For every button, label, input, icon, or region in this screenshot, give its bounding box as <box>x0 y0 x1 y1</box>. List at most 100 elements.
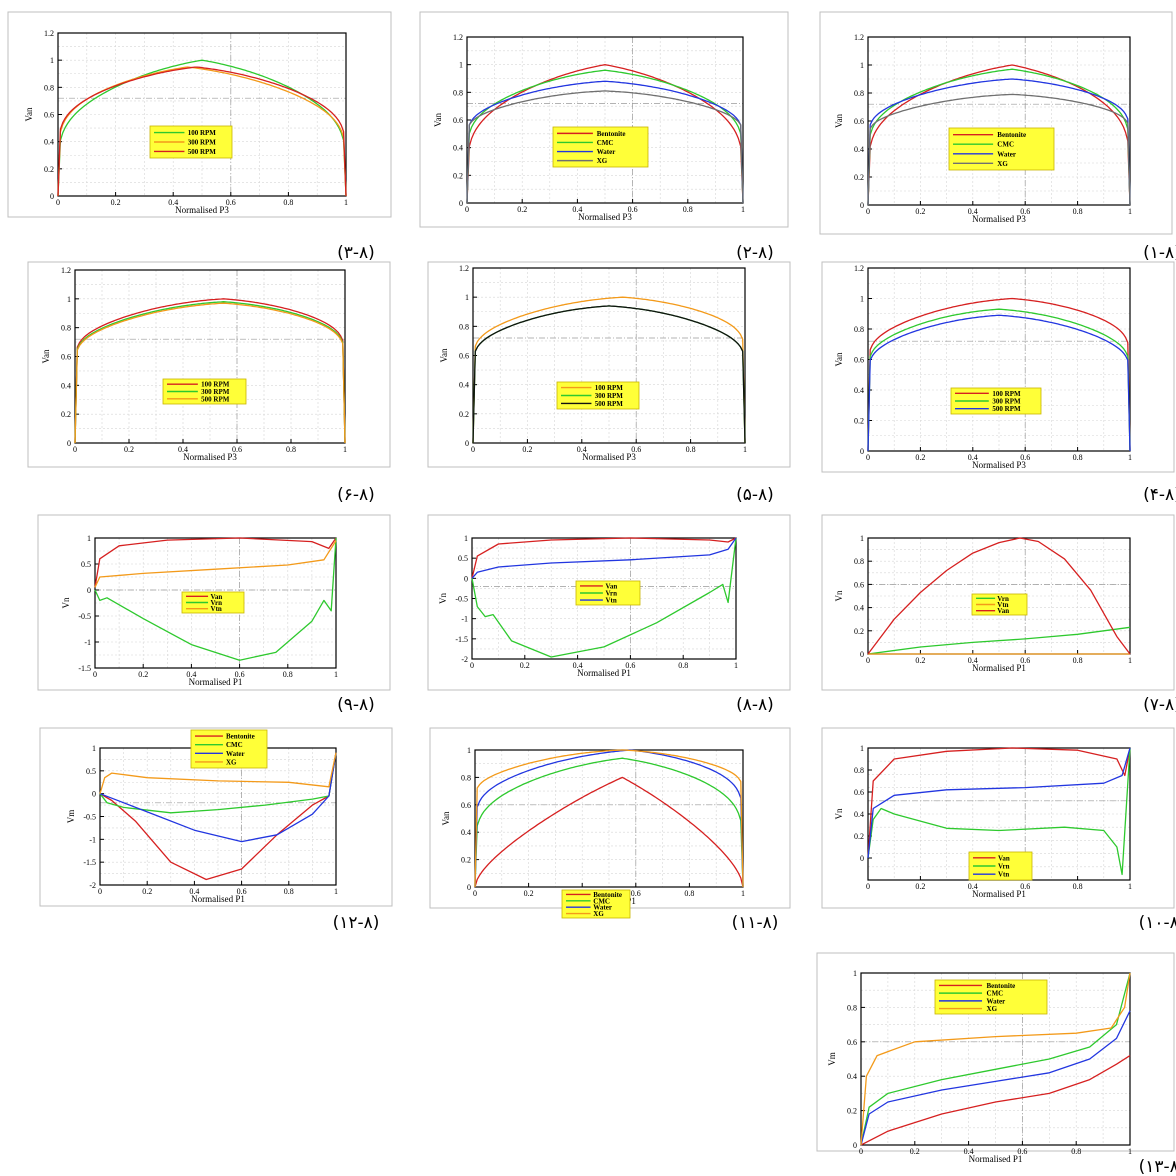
x-tick-label: 0.4 <box>186 670 196 679</box>
y-tick-label: 0.4 <box>854 604 864 613</box>
series-line-cmc <box>99 752 337 814</box>
y-tick-label: 1 <box>853 969 857 978</box>
y-tick-label: 1 <box>464 534 468 543</box>
y-tick-label: 1 <box>465 293 469 302</box>
y-axis-label: Van <box>441 811 451 825</box>
x-tick-label: 0.4 <box>168 198 178 207</box>
legend-label: 500 RPM <box>595 400 624 408</box>
series-line-xg <box>860 972 1131 1146</box>
legend-label: Bentonite <box>593 891 622 899</box>
x-tick-label: 0.2 <box>138 670 148 679</box>
x-tick-label: 0.2 <box>915 656 925 665</box>
figure-caption: (۱۰-۸) <box>1139 913 1176 933</box>
y-tick-label: 0 <box>464 574 468 583</box>
series-line-vrn <box>471 537 737 658</box>
legend-label: CMC <box>987 990 1004 998</box>
series-line-vtn <box>471 537 737 579</box>
chart-frame <box>27 261 391 468</box>
series-line-van <box>867 537 1131 655</box>
y-tick-label: 0 <box>853 1141 857 1150</box>
x-tick-label: 0.6 <box>1020 656 1030 665</box>
y-tick-label: 1 <box>860 744 864 753</box>
chart-panel-8: 0 0.2 0.4 0.6 0.8 1 -2 -1.5 -1 -0.5 0 0.5 1 Normalise… <box>427 514 791 715</box>
series-line-water <box>867 78 1131 206</box>
x-tick-label: 0.8 <box>283 670 293 679</box>
y-tick-label: 1.2 <box>453 33 463 42</box>
y-axis-label: Vm <box>66 810 76 824</box>
y-tick-label: -1 <box>89 835 96 844</box>
y-tick-label: 1 <box>67 295 71 304</box>
x-tick-label: 1 <box>741 205 745 214</box>
x-tick-label: 0.2 <box>524 889 534 898</box>
series-line-500-rpm <box>867 314 1131 452</box>
x-tick-label: 0 <box>471 445 475 454</box>
x-tick-label: 0.6 <box>631 889 641 898</box>
legend-label: Van <box>211 593 223 601</box>
y-tick-label: 0.8 <box>847 1003 857 1012</box>
y-tick-label: 0.4 <box>854 810 864 819</box>
x-axis-label: Normalised P3 <box>582 452 636 462</box>
legend-label: 300 RPM <box>201 388 230 396</box>
series-line-100-rpm <box>472 296 746 444</box>
legend-label: Water <box>987 997 1006 1005</box>
legend-label: Van <box>605 582 617 590</box>
x-tick-label: 0.4 <box>968 882 978 891</box>
series-line-vtn <box>94 540 337 588</box>
y-tick-label: 0.2 <box>854 417 864 426</box>
chart-panel-3: 0 0.2 0.4 0.6 0.8 1 0 0.2 0.4 0.6 0.8 1 1.2 Normalise… <box>819 11 1176 263</box>
y-tick-label: 0.4 <box>854 386 864 395</box>
x-tick-label: 0.6 <box>1017 1147 1027 1156</box>
y-tick-label: 0.4 <box>847 1072 857 1081</box>
chart-frame <box>429 727 791 909</box>
chart-panel-6: 0 0.2 0.4 0.6 0.8 1 0 0.2 0.4 0.6 0.8 1 1.2 Normalise… <box>821 261 1176 505</box>
y-tick-label: 0 <box>50 192 54 201</box>
y-axis-label: Van <box>433 113 443 127</box>
x-tick-label: 1 <box>334 670 338 679</box>
y-tick-label: 0.4 <box>453 144 463 153</box>
legend-label: 100 RPM <box>992 390 1021 398</box>
x-tick-label: 0.6 <box>237 887 247 896</box>
x-tick-label: 1 <box>1128 453 1132 462</box>
legend-label: Van <box>997 607 1009 615</box>
x-tick-label: 0.2 <box>142 887 152 896</box>
x-tick-label: 0.4 <box>964 1147 974 1156</box>
y-tick-label: 1.2 <box>44 29 54 38</box>
y-tick-label: 0.5 <box>81 560 91 569</box>
legend-label: Bentonite <box>987 982 1016 990</box>
y-axis-label: Van <box>439 348 449 362</box>
y-tick-label: 0.5 <box>458 554 468 563</box>
x-tick-label: 0.2 <box>910 1147 920 1156</box>
y-axis-label: Vn <box>834 808 844 819</box>
series-line-500-rpm <box>472 305 746 444</box>
y-tick-label: 0.2 <box>459 410 469 419</box>
figure-caption: (۷-۸) <box>1143 695 1176 715</box>
y-tick-label: 1 <box>50 56 54 65</box>
chart-panel-1: 0 0.2 0.4 0.6 0.8 1 0 0.2 0.4 0.6 0.8 1 1.2 Normalise… <box>7 11 392 263</box>
figure-caption: (۱۳-۸) <box>1139 1157 1176 1176</box>
legend-label: Van <box>998 854 1010 862</box>
y-tick-label: -2 <box>461 655 468 664</box>
series-line-100-rpm <box>867 297 1131 452</box>
y-tick-label: 1.2 <box>61 266 71 275</box>
legend-label: Vrn <box>211 599 223 607</box>
legend-label: Bentonite <box>997 131 1026 139</box>
x-tick-label: 0 <box>465 205 469 214</box>
y-tick-label: 0.4 <box>459 381 469 390</box>
y-tick-label: 0.6 <box>459 352 469 361</box>
series-line-300-rpm <box>74 301 346 444</box>
y-tick-label: 0.8 <box>854 89 864 98</box>
x-tick-label: 0.2 <box>520 661 530 670</box>
x-tick-label: 0.2 <box>517 205 527 214</box>
legend-label: XG <box>593 910 604 918</box>
x-tick-label: 0.8 <box>1071 1147 1081 1156</box>
x-tick-label: 0 <box>866 207 870 216</box>
legend-box <box>971 593 1028 616</box>
x-tick-label: 0.6 <box>631 445 641 454</box>
x-tick-label: 0.8 <box>1073 882 1083 891</box>
x-tick-label: 0 <box>473 889 477 898</box>
x-axis-label: Normalised P1 <box>191 894 245 904</box>
series-line-xg <box>867 93 1131 206</box>
y-tick-label: 0.8 <box>854 766 864 775</box>
